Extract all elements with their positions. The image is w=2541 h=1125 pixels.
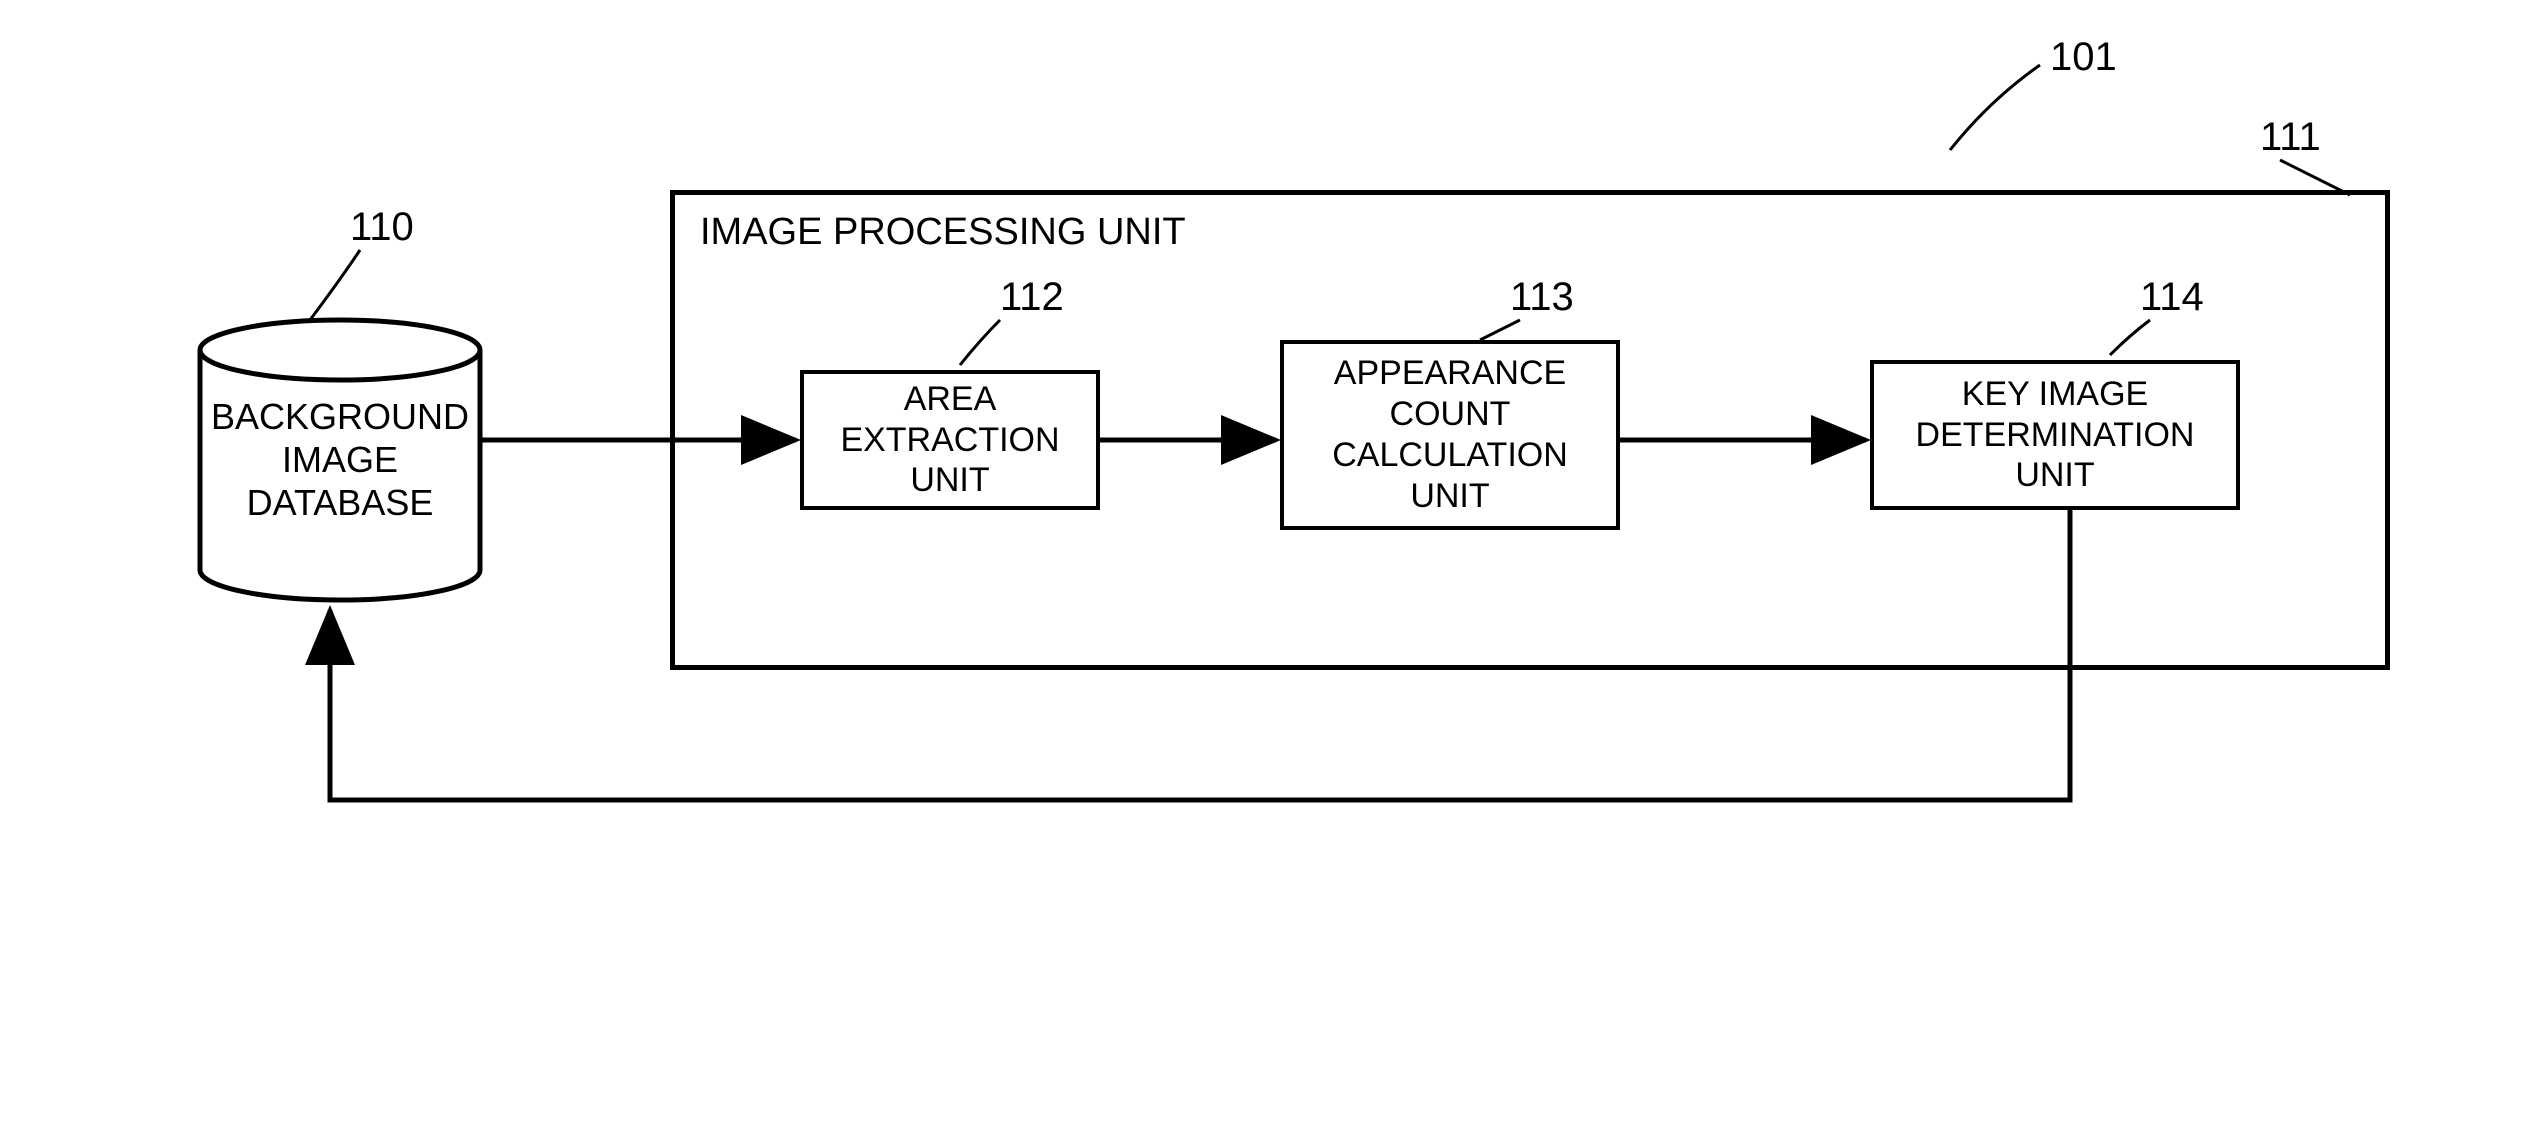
ref-114: 114: [2140, 275, 2204, 320]
ref-101: 101: [2050, 35, 2117, 80]
ref-112: 112: [1000, 275, 1064, 320]
diagram-container: BACKGROUND IMAGE DATABASE IMAGE PROCESSI…: [0, 0, 2541, 1125]
ref-113: 113: [1510, 275, 1574, 320]
area-extraction-box: AREA EXTRACTION UNIT: [800, 370, 1100, 510]
processing-unit-title: IMAGE PROCESSING UNIT: [700, 210, 1186, 256]
ref-111: 111: [2260, 115, 2321, 160]
key-image-box: KEY IMAGE DETERMINATION UNIT: [1870, 360, 2240, 510]
ref-110: 110: [350, 205, 414, 250]
database-label: BACKGROUND IMAGE DATABASE: [200, 395, 480, 525]
appearance-count-box: APPEARANCE COUNT CALCULATION UNIT: [1280, 340, 1620, 530]
